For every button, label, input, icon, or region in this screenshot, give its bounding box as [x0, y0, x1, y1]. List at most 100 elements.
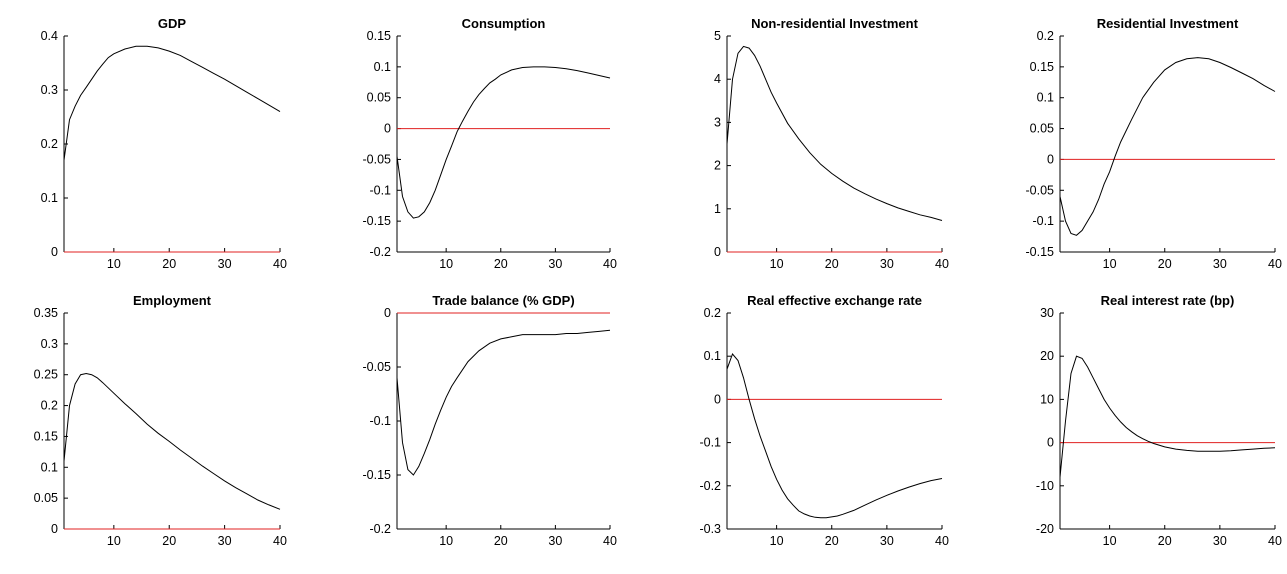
x-tick-label: 10 [439, 534, 453, 548]
y-tick-label: -0.1 [369, 414, 391, 428]
y-tick-label: -0.15 [1026, 245, 1055, 259]
x-tick-label: 30 [880, 534, 894, 548]
y-tick-label: 0.05 [1030, 122, 1054, 136]
y-tick-label: 0.15 [34, 429, 58, 443]
x-tick-label: 10 [107, 257, 121, 271]
x-tick-label: 10 [107, 534, 121, 548]
y-tick-label: 10 [1040, 392, 1054, 406]
y-tick-label: -0.05 [363, 360, 392, 374]
x-tick-label: 10 [1103, 534, 1117, 548]
y-tick-label: 30 [1040, 306, 1054, 320]
series-line [726, 45, 943, 221]
panel-5: Employment 0 0.05 0.1 0.15 0.2 0.25 0.3 0.35 10 20… [34, 293, 287, 548]
y-tick-label: -0.05 [1026, 183, 1055, 197]
panel-title: Real effective exchange rate [747, 293, 922, 308]
y-tick-label: 0.2 [41, 137, 58, 151]
y-tick-label: 0.3 [41, 337, 58, 351]
panel-title: GDP [158, 16, 187, 31]
y-tick-label: 0.35 [34, 306, 58, 320]
panel-3: Non-residential Investment 0 1 2 3 4 5 10 20 30 40 [714, 16, 949, 271]
y-tick-label: 1 [714, 202, 721, 216]
x-tick-label: 30 [548, 534, 562, 548]
panel-6: Trade balance (% GDP) -0.2 -0.15 -0.1 -0.05 0… [363, 293, 617, 548]
y-tick-label: -0.05 [363, 152, 392, 166]
panel-title: Real interest rate (bp) [1101, 293, 1235, 308]
y-tick-label: 0 [1047, 152, 1054, 166]
y-tick-label: 0.4 [41, 29, 58, 43]
x-tick-label: 10 [439, 257, 453, 271]
panel-title: Non-residential Investment [751, 16, 919, 31]
x-tick-label: 30 [1213, 257, 1227, 271]
y-tick-label: 0.1 [41, 460, 58, 474]
y-tick-label: 0.1 [374, 60, 391, 74]
y-tick-label: 0 [51, 245, 58, 259]
y-tick-label: -0.3 [699, 522, 721, 536]
x-tick-label: 10 [770, 257, 784, 271]
x-tick-label: 30 [218, 257, 232, 271]
series-line [1059, 57, 1276, 236]
x-tick-label: 20 [825, 257, 839, 271]
panel-7: Real effective exchange rate -0.3 -0.2 -0.1… [699, 293, 949, 548]
series-line [1059, 355, 1276, 478]
series-line [63, 372, 281, 510]
y-tick-label: -0.2 [369, 245, 391, 259]
x-tick-label: 10 [770, 534, 784, 548]
panel-1: GDP 0 0.1 0.2 0.3 0.4 10 20 30 40 [41, 16, 287, 271]
y-tick-label: 0 [714, 392, 721, 406]
x-tick-label: 20 [494, 534, 508, 548]
y-tick-label: -0.15 [363, 468, 392, 482]
y-tick-label: 0.2 [1037, 29, 1054, 43]
x-tick-label: 40 [603, 257, 617, 271]
series-line [396, 66, 611, 219]
y-tick-label: 0.15 [1030, 60, 1054, 74]
y-tick-label: 0 [384, 122, 391, 136]
x-tick-label: 20 [494, 257, 508, 271]
x-tick-label: 40 [603, 534, 617, 548]
x-tick-label: 30 [548, 257, 562, 271]
y-tick-label: 0.05 [34, 491, 58, 505]
y-tick-label: -0.2 [699, 479, 721, 493]
series-line [63, 45, 281, 161]
y-tick-label: 5 [714, 29, 721, 43]
series-line [396, 329, 611, 476]
y-tick-label: -0.15 [363, 214, 392, 228]
series-line [726, 353, 943, 519]
x-tick-label: 20 [825, 534, 839, 548]
y-tick-label: 0.1 [41, 191, 58, 205]
panel-title: Consumption [462, 16, 546, 31]
x-tick-label: 30 [880, 257, 894, 271]
x-tick-label: 20 [1158, 534, 1172, 548]
y-tick-label: 0 [714, 245, 721, 259]
y-tick-label: 3 [714, 115, 721, 129]
panel-title: Residential Investment [1097, 16, 1239, 31]
y-tick-label: 0.2 [704, 306, 721, 320]
y-tick-label: 4 [714, 72, 721, 86]
panel-title: Trade balance (% GDP) [432, 293, 574, 308]
x-tick-label: 40 [273, 534, 287, 548]
y-tick-label: 0.25 [34, 368, 58, 382]
y-tick-label: 0 [384, 306, 391, 320]
y-tick-label: 0.2 [41, 399, 58, 413]
x-tick-label: 40 [1268, 257, 1282, 271]
y-tick-label: -0.2 [369, 522, 391, 536]
x-tick-label: 30 [218, 534, 232, 548]
y-tick-label: -0.1 [1032, 214, 1054, 228]
y-tick-label: 0.3 [41, 83, 58, 97]
x-tick-label: 40 [273, 257, 287, 271]
x-tick-label: 20 [162, 534, 176, 548]
y-tick-label: 0.15 [367, 29, 391, 43]
x-tick-label: 40 [935, 257, 949, 271]
x-tick-label: 40 [1268, 534, 1282, 548]
y-tick-label: -20 [1036, 522, 1054, 536]
y-tick-label: 2 [714, 159, 721, 173]
y-tick-label: 0.05 [367, 91, 391, 105]
panel-2: Consumption -0.2 -0.15 -0.1 -0.05 0 0.05 0.1 0.1… [363, 16, 617, 271]
y-tick-label: -10 [1036, 479, 1054, 493]
panel-title: Employment [133, 293, 212, 308]
y-tick-label: -0.1 [369, 183, 391, 197]
y-tick-label: 0.1 [1037, 91, 1054, 105]
x-tick-label: 10 [1103, 257, 1117, 271]
y-tick-label: -0.1 [699, 436, 721, 450]
y-tick-label: 0 [51, 522, 58, 536]
